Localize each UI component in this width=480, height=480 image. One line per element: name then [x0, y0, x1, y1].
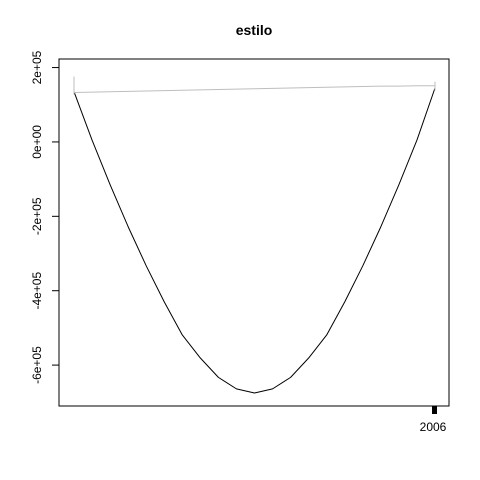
x-axis-tick-mark	[432, 406, 437, 414]
y-axis: 2e+05 0e+00 -2e+05 -4e+05 -6e+05	[30, 50, 60, 384]
y-tick-label: -4e+05	[30, 272, 44, 310]
series-layer	[73, 76, 436, 394]
chart-title: estilo	[236, 22, 273, 38]
y-tick-label: 0e+00	[30, 125, 44, 159]
y-tick-label: -6e+05	[30, 346, 44, 384]
y-tick-label: 2e+05	[30, 50, 44, 84]
x-axis: 2006	[420, 406, 447, 434]
y-tick-label: -2e+05	[30, 197, 44, 235]
series-line-1	[73, 87, 436, 394]
x-tick-label: 2006	[420, 420, 447, 434]
plot-frame	[58, 58, 450, 407]
series-line-2	[73, 85, 435, 93]
